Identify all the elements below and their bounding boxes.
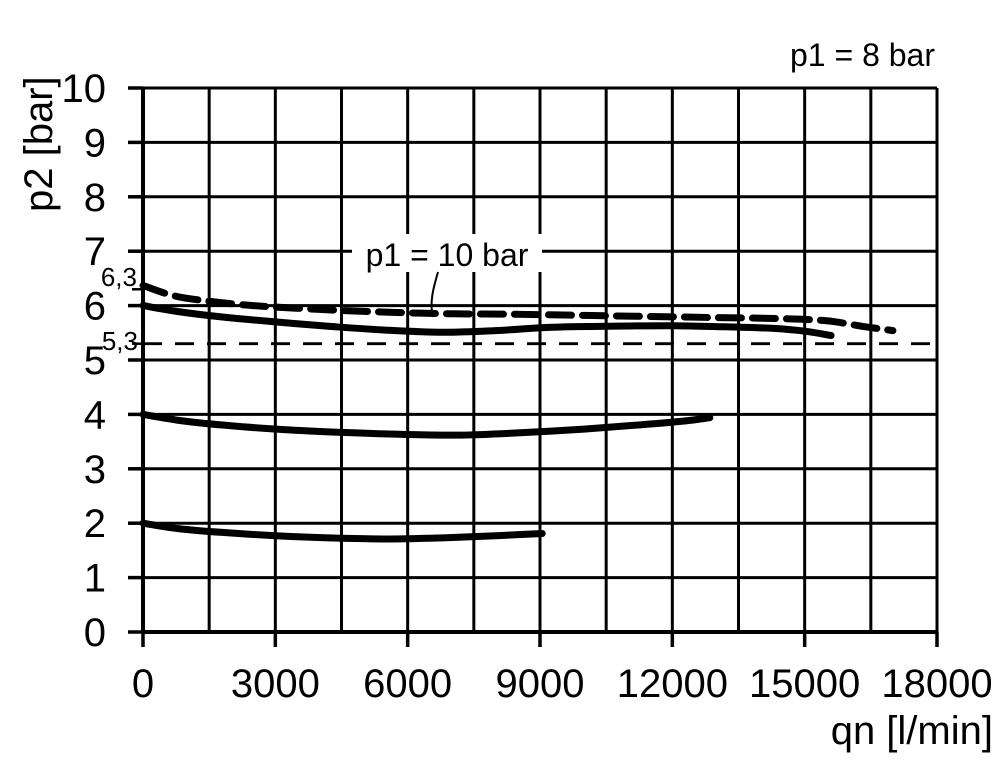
y-mark-label-5-3: 5,3 (102, 326, 138, 356)
x-tick-label: 12000 (617, 662, 728, 706)
y-tick-label: 8 (84, 176, 106, 220)
y-tick-label: 5 (84, 339, 106, 383)
curve-p1-10-bar (139, 281, 897, 335)
curve-p1-8-bar (139, 302, 835, 339)
y-mark-label-6-3: 6,3 (101, 262, 137, 292)
y-tick-label: 7 (84, 230, 106, 274)
x-tick-label: 3000 (231, 662, 320, 706)
y-tick-label: 0 (84, 611, 106, 655)
axis-tick-labels: 0 3000 6000 9000 12000 15000 18000 0 1 2 3 4 5 6 7 8 9 10 (62, 67, 993, 706)
x-tick-label: 15000 (749, 662, 860, 706)
annotation-background (352, 234, 542, 272)
annotation-p1-10bar: p1 = 10 bar (366, 237, 529, 273)
y-tick-label: 3 (84, 448, 106, 492)
x-tick-label: 6000 (363, 662, 452, 706)
curve-setting-2-bar (139, 519, 546, 543)
y-tick-label: 9 (84, 121, 106, 165)
x-tick-label: 9000 (496, 662, 585, 706)
annotation-p1-10bar-group: p1 = 10 bar (352, 234, 542, 318)
annotation-p1-8bar: p1 = 8 bar (790, 37, 935, 73)
pressure-curves (139, 281, 897, 543)
annotation-leader-line (430, 271, 439, 318)
x-tick-label: 18000 (881, 662, 992, 706)
y-tick-label: 10 (62, 67, 107, 111)
y-axis-title: p2 [bar] (17, 76, 61, 212)
x-tick-label: 0 (132, 662, 154, 706)
y-tick-label: 6 (84, 285, 106, 329)
y-tick-label: 4 (84, 393, 106, 437)
curve-setting-4-bar (139, 410, 714, 439)
x-axis-title: qn [l/min] (831, 709, 993, 753)
y-tick-label: 2 (84, 502, 106, 546)
y-tick-label: 1 (84, 557, 106, 601)
